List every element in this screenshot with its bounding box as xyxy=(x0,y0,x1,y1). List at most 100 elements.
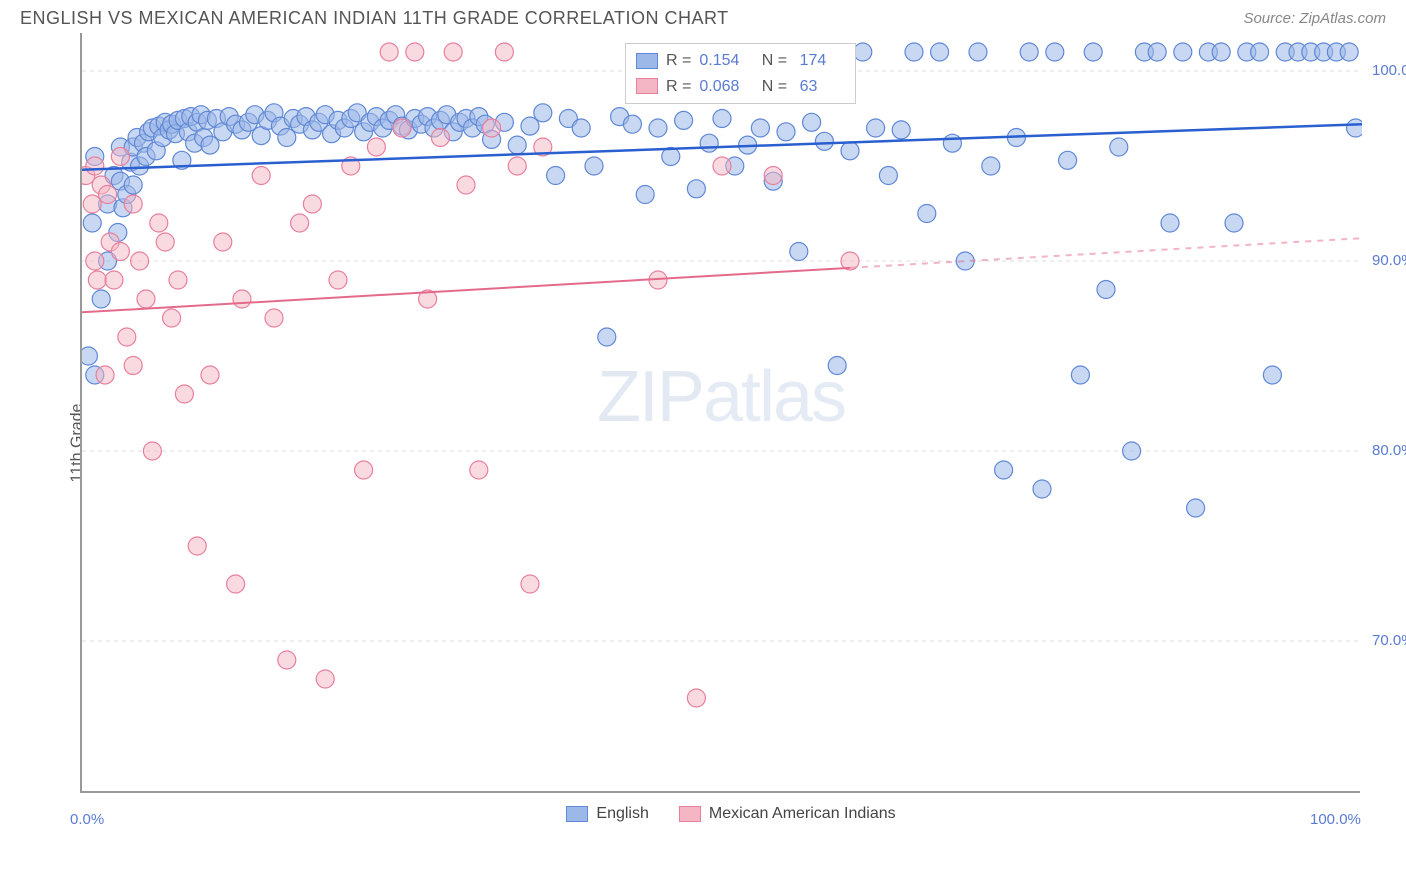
scatter-point xyxy=(470,461,488,479)
stat-n-value: 174 xyxy=(795,48,845,74)
scatter-point xyxy=(86,252,104,270)
scatter-point xyxy=(1225,214,1243,232)
scatter-point xyxy=(815,132,833,150)
scatter-point xyxy=(111,243,129,261)
scatter-point xyxy=(943,134,961,152)
chart-title: ENGLISH VS MEXICAN AMERICAN INDIAN 11TH … xyxy=(20,8,729,29)
scatter-point xyxy=(687,689,705,707)
scatter-point xyxy=(163,309,181,327)
scatter-point xyxy=(867,119,885,137)
scatter-point xyxy=(598,328,616,346)
scatter-point xyxy=(393,119,411,137)
scatter-point xyxy=(495,43,513,61)
scatter-point xyxy=(713,157,731,175)
scatter-point xyxy=(143,442,161,460)
scatter-point xyxy=(649,119,667,137)
scatter-point xyxy=(201,366,219,384)
stat-r-value: 0.068 xyxy=(699,74,749,100)
legend-item: Mexican American Indians xyxy=(679,805,896,823)
scatter-point xyxy=(623,115,641,133)
legend-label: Mexican American Indians xyxy=(709,805,896,823)
series-legend: English Mexican American Indians xyxy=(566,805,895,823)
legend-item: English xyxy=(566,805,648,823)
scatter-point xyxy=(96,366,114,384)
scatter-point xyxy=(636,186,654,204)
scatter-point xyxy=(303,195,321,213)
scatter-point xyxy=(854,43,872,61)
scatter-point xyxy=(764,167,782,185)
scatter-point xyxy=(1174,43,1192,61)
scatter-point xyxy=(905,43,923,61)
y-tick-label: 90.0% xyxy=(1372,252,1406,269)
scatter-point xyxy=(1251,43,1269,61)
scatter-point xyxy=(355,461,373,479)
scatter-point xyxy=(1161,214,1179,232)
scatter-point xyxy=(790,243,808,261)
scatter-point xyxy=(83,195,101,213)
scatter-point xyxy=(175,385,193,403)
chart-container: 11th Grade ZIPatlas R =0.154 N = 174R =0… xyxy=(20,33,1386,853)
y-tick-label: 80.0% xyxy=(1372,442,1406,459)
scatter-point xyxy=(1347,119,1362,137)
scatter-point xyxy=(169,271,187,289)
stats-row: R =0.154 N = 174 xyxy=(636,48,845,74)
scatter-point xyxy=(124,176,142,194)
scatter-point xyxy=(931,43,949,61)
scatter-point xyxy=(1059,151,1077,169)
scatter-point xyxy=(406,43,424,61)
scatter-point xyxy=(1071,366,1089,384)
scatter-point xyxy=(995,461,1013,479)
legend-swatch xyxy=(636,78,658,94)
scatter-plot-svg xyxy=(82,33,1362,793)
trend-line-dashed xyxy=(850,238,1362,268)
scatter-point xyxy=(1110,138,1128,156)
scatter-point xyxy=(265,309,283,327)
scatter-point xyxy=(188,537,206,555)
scatter-point xyxy=(380,43,398,61)
scatter-point xyxy=(99,186,117,204)
scatter-point xyxy=(982,157,1000,175)
x-tick-label: 100.0% xyxy=(1310,811,1361,828)
scatter-point xyxy=(227,575,245,593)
scatter-point xyxy=(687,180,705,198)
scatter-point xyxy=(521,575,539,593)
scatter-point xyxy=(508,136,526,154)
scatter-point xyxy=(1046,43,1064,61)
scatter-point xyxy=(367,138,385,156)
scatter-point xyxy=(918,205,936,223)
legend-swatch xyxy=(636,53,658,69)
chart-header: ENGLISH VS MEXICAN AMERICAN INDIAN 11TH … xyxy=(0,0,1406,33)
scatter-point xyxy=(1263,366,1281,384)
stat-r-label: R = xyxy=(666,48,691,74)
scatter-point xyxy=(534,104,552,122)
scatter-point xyxy=(82,347,97,365)
scatter-point xyxy=(828,357,846,375)
scatter-point xyxy=(1097,281,1115,299)
scatter-point xyxy=(150,214,168,232)
scatter-point xyxy=(700,134,718,152)
scatter-point xyxy=(1033,480,1051,498)
y-tick-label: 100.0% xyxy=(1372,62,1406,79)
scatter-point xyxy=(841,142,859,160)
scatter-point xyxy=(751,119,769,137)
scatter-point xyxy=(675,111,693,129)
scatter-point xyxy=(137,290,155,308)
scatter-point xyxy=(111,148,129,166)
scatter-point xyxy=(457,176,475,194)
scatter-point xyxy=(252,167,270,185)
scatter-point xyxy=(1148,43,1166,61)
scatter-point xyxy=(118,328,136,346)
scatter-point xyxy=(483,119,501,137)
scatter-point xyxy=(92,290,110,308)
scatter-point xyxy=(572,119,590,137)
scatter-point xyxy=(156,233,174,251)
scatter-point xyxy=(444,43,462,61)
x-tick-label: 0.0% xyxy=(70,811,104,828)
scatter-point xyxy=(131,252,149,270)
scatter-point xyxy=(88,271,106,289)
source-attribution: Source: ZipAtlas.com xyxy=(1243,10,1386,27)
scatter-point xyxy=(879,167,897,185)
scatter-point xyxy=(777,123,795,141)
legend-swatch xyxy=(566,806,588,822)
scatter-point xyxy=(105,271,123,289)
